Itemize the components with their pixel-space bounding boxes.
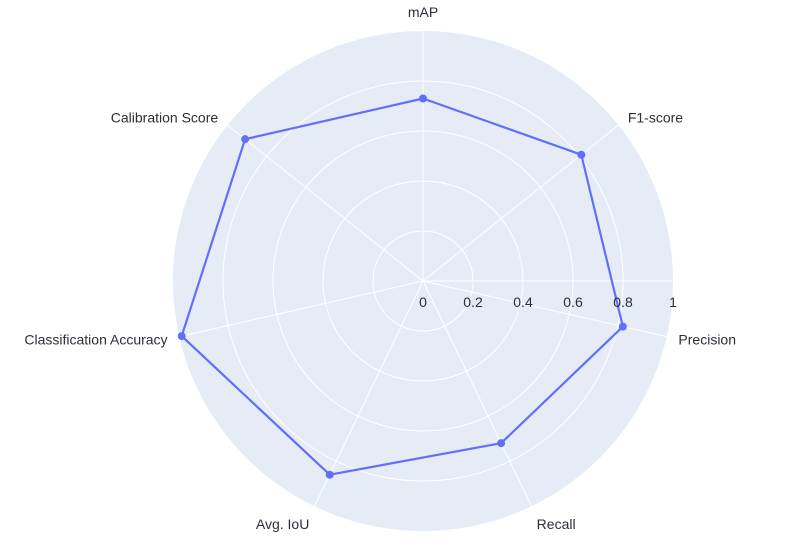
data-point-calibration-score[interactable] — [241, 135, 250, 144]
radial-tick-label: 0.6 — [563, 294, 583, 310]
radial-tick-labels: 0 0.2 0.4 0.6 0.8 1 — [419, 294, 677, 310]
axis-label-f1-score: F1-score — [628, 110, 683, 126]
axis-label-classification-accuracy: Classification Accuracy — [24, 331, 167, 347]
data-point-precision[interactable] — [618, 322, 627, 331]
axis-labels: mAP F1-score Precision Recall Avg. IoU Classi… — [24, 4, 736, 532]
axis-label-recall: Recall — [537, 516, 576, 532]
axis-label-calibration-score: Calibration Score — [111, 110, 219, 126]
data-point-map[interactable] — [419, 94, 427, 103]
radial-tick-label: 0 — [419, 294, 427, 310]
axis-label-avg-iou: Avg. IoU — [256, 516, 309, 532]
grid-spoke — [314, 280, 424, 507]
data-point-avg-iou[interactable] — [325, 470, 334, 479]
series-layer — [177, 94, 627, 479]
grid-spoke — [179, 280, 424, 338]
series-line — [180, 97, 625, 476]
grid-spoke — [227, 124, 424, 282]
data-point-classification-accuracy[interactable] — [177, 332, 186, 341]
radial-tick-label: 0.4 — [513, 294, 533, 310]
axis-label-map: mAP — [408, 4, 438, 20]
grid-spoke — [422, 280, 532, 507]
radial-tick-label: 0.2 — [463, 294, 483, 310]
data-point-recall[interactable] — [497, 439, 506, 448]
radial-tick-label: 0.8 — [613, 294, 633, 310]
axis-label-precision: Precision — [678, 331, 736, 347]
radial-tick-label: 1 — [669, 294, 677, 310]
grid-spoke — [422, 124, 619, 282]
data-point-f1-score[interactable] — [577, 150, 586, 159]
